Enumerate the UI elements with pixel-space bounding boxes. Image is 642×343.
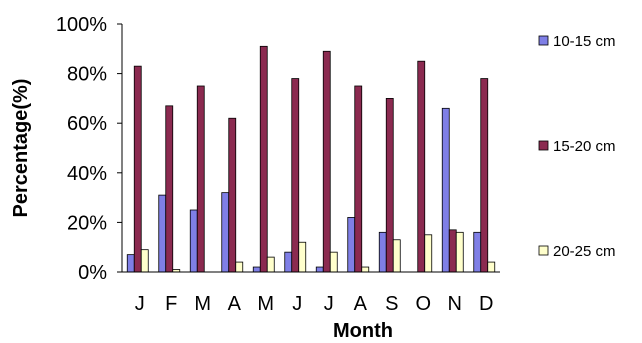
y-tick-label: 80%	[67, 64, 107, 86]
x-category-label: A	[354, 293, 368, 315]
bar	[441, 107, 450, 273]
bar	[361, 266, 370, 273]
legend-swatch	[538, 35, 549, 46]
x-category-label: A	[228, 293, 242, 315]
x-category-label: M	[194, 293, 211, 315]
y-axis-title: Percentage(%)	[10, 79, 32, 218]
bar	[228, 117, 237, 273]
bar	[196, 85, 205, 273]
bar	[455, 231, 464, 273]
axes	[121, 24, 500, 273]
bar	[417, 60, 426, 273]
bar	[140, 249, 149, 273]
bar	[448, 229, 457, 273]
bar	[347, 217, 356, 273]
bar	[473, 231, 482, 273]
bar	[259, 45, 268, 273]
bar	[284, 251, 293, 273]
bar	[298, 241, 307, 273]
y-tick-label: 100%	[56, 14, 107, 36]
bars	[126, 45, 496, 273]
x-category-label: D	[479, 293, 493, 315]
x-category-label: J	[135, 293, 145, 315]
bar	[221, 192, 230, 273]
bar	[291, 78, 300, 273]
bar	[322, 50, 331, 273]
bar	[133, 65, 142, 273]
bar	[392, 239, 401, 273]
x-category-label: M	[257, 293, 274, 315]
bar	[266, 256, 275, 273]
bar	[235, 261, 244, 273]
bar	[424, 234, 433, 273]
bar	[354, 85, 363, 273]
legend-label: 20-25 cm	[553, 243, 616, 260]
bar	[165, 105, 174, 273]
legend-swatch	[538, 140, 549, 151]
x-category-label: N	[448, 293, 462, 315]
y-axis-ticks: 0% 20% 40% 60% 80% 100%	[56, 14, 122, 284]
bar	[315, 266, 324, 273]
x-category-label: J	[292, 293, 302, 315]
bar	[158, 194, 167, 273]
y-tick-label: 40%	[67, 163, 107, 185]
bar	[126, 254, 135, 273]
bar	[252, 266, 261, 273]
x-category-label: J	[324, 293, 334, 315]
bar	[378, 231, 387, 273]
bar	[385, 98, 394, 273]
bar	[329, 251, 338, 273]
bar	[487, 261, 496, 273]
legend-swatch	[538, 245, 549, 256]
bar	[480, 78, 489, 273]
y-tick-label: 0%	[78, 262, 107, 284]
x-axis-title: Month	[333, 320, 393, 342]
legend: 10-15 cm 15-20 cm 20-25 cm	[538, 33, 616, 260]
y-tick-label: 20%	[67, 212, 107, 234]
y-tick-label: 60%	[67, 113, 107, 135]
x-category-label: O	[415, 293, 431, 315]
bar	[189, 209, 198, 273]
legend-label: 10-15 cm	[553, 33, 616, 50]
legend-label: 15-20 cm	[553, 138, 616, 155]
x-category-label: F	[165, 293, 177, 315]
x-category-label: S	[385, 293, 398, 315]
